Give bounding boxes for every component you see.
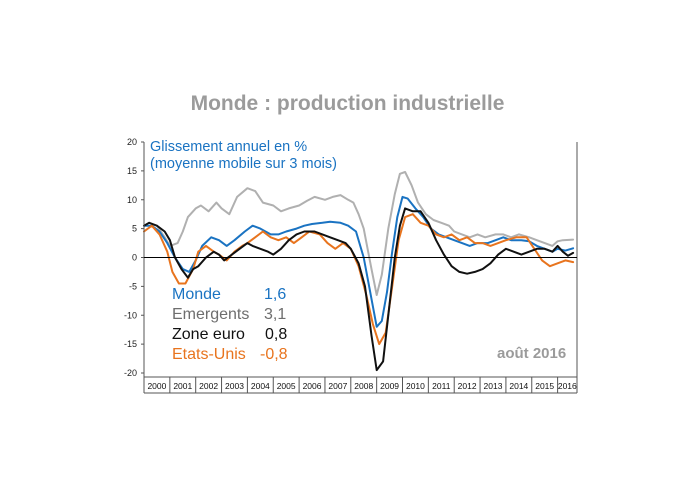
x-tick-label: 2006 bbox=[303, 381, 322, 391]
x-tick-label: 2011 bbox=[432, 381, 451, 391]
x-tick-label: 2014 bbox=[509, 381, 528, 391]
x-tick-label: 2002 bbox=[199, 381, 218, 391]
y-tick-label: -10 bbox=[124, 310, 137, 320]
x-tick-label: 2015 bbox=[535, 381, 554, 391]
x-tick-label: 2007 bbox=[328, 381, 347, 391]
x-tick-label: 2016 bbox=[558, 381, 577, 391]
y-tick-label: 15 bbox=[127, 166, 137, 176]
x-tick-label: 2004 bbox=[251, 381, 270, 391]
series-line-emergents bbox=[155, 171, 575, 296]
x-tick-label: 2003 bbox=[225, 381, 244, 391]
x-tick-label: 2001 bbox=[173, 381, 192, 391]
y-tick-label: 10 bbox=[127, 195, 137, 205]
series-line-monde bbox=[143, 195, 575, 328]
legend-label: Etats-Unis bbox=[172, 346, 246, 363]
y-tick-label: -15 bbox=[124, 339, 137, 349]
legend-value: 3,1 bbox=[264, 306, 287, 323]
y-tick-label: 20 bbox=[127, 137, 137, 147]
x-tick-label: 2000 bbox=[147, 381, 166, 391]
legend-value: 0,8 bbox=[265, 326, 288, 343]
x-tick-label: 2009 bbox=[380, 381, 399, 391]
y-tick-label: 5 bbox=[132, 224, 137, 234]
x-tick-label: 2012 bbox=[458, 381, 477, 391]
chart-subtitle: Glissement annuel en % (moyenne mobile s… bbox=[150, 139, 337, 173]
subtitle-line-2: (moyenne mobile sur 3 mois) bbox=[150, 156, 337, 172]
legend-value: -0,8 bbox=[260, 346, 288, 363]
subtitle-line-1: Glissement annuel en % bbox=[150, 139, 308, 155]
legend-value: 1,6 bbox=[264, 286, 287, 303]
chart-title: Monde : production industrielle bbox=[190, 92, 505, 115]
y-tick-label: -20 bbox=[124, 368, 137, 378]
x-tick-label: 2013 bbox=[484, 381, 503, 391]
y-tick-label: -5 bbox=[129, 281, 137, 291]
date-label: août 2016 bbox=[497, 345, 567, 362]
x-tick-label: 2010 bbox=[406, 381, 425, 391]
legend-label: Emergents bbox=[172, 306, 250, 323]
legend-label: Monde bbox=[172, 286, 221, 303]
series-line-zone-euro bbox=[143, 207, 575, 372]
x-tick-label: 2005 bbox=[277, 381, 296, 391]
legend-label: Zone euro bbox=[172, 326, 245, 343]
x-tick-label: 2008 bbox=[354, 381, 373, 391]
y-tick-label: 0 bbox=[132, 253, 137, 263]
